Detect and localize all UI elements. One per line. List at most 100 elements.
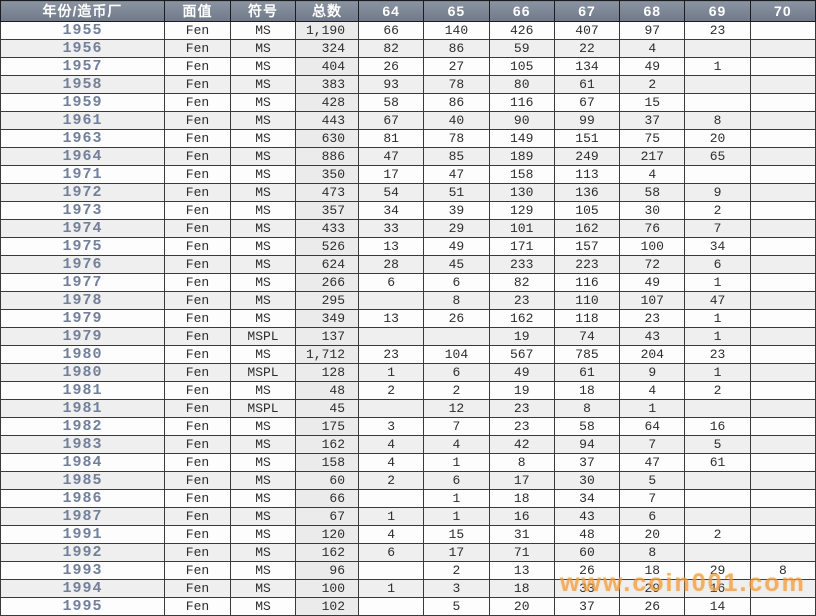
- grade-count-cell: 61: [553, 75, 621, 94]
- grade-count-cell: 78: [423, 129, 490, 148]
- grade-count-cell: [749, 525, 816, 544]
- year-cell[interactable]: 1973: [0, 201, 165, 220]
- grade-count-cell: 107: [619, 291, 686, 310]
- year-cell[interactable]: 1976: [0, 255, 165, 274]
- symbol-cell: MS: [230, 579, 296, 598]
- grade-count-cell: 12: [423, 399, 490, 418]
- grade-count-cell: 58: [553, 417, 621, 436]
- denomination-cell: Fen: [164, 129, 231, 148]
- year-cell[interactable]: 1978: [0, 291, 165, 310]
- symbol-cell: MS: [230, 597, 296, 616]
- year-cell[interactable]: 1956: [0, 39, 165, 58]
- denomination-cell: Fen: [164, 309, 231, 328]
- grade-count-cell: 4: [357, 525, 425, 544]
- year-cell[interactable]: 1957: [0, 57, 165, 76]
- year-cell[interactable]: 1961: [0, 111, 165, 130]
- grade-count-cell: [749, 237, 816, 256]
- denomination-cell: Fen: [164, 21, 231, 40]
- year-cell[interactable]: 1979: [0, 327, 165, 346]
- year-cell[interactable]: 1983: [0, 435, 165, 454]
- grade-count-cell: 42: [488, 435, 555, 454]
- symbol-cell: MS: [230, 93, 296, 112]
- table-row: 1957 Fen MS 404 26 27 105 134 49 1: [0, 57, 816, 76]
- grade-count-cell: 4: [619, 165, 686, 184]
- grade-count-cell: 5: [619, 471, 686, 490]
- table-row: 1975 Fen MS 526 13 49 171 157 100 34: [0, 237, 816, 256]
- year-cell[interactable]: 1981: [0, 381, 165, 400]
- year-cell[interactable]: 1974: [0, 219, 165, 238]
- grade-count-cell: 8: [553, 399, 621, 418]
- year-cell[interactable]: 1981: [0, 399, 165, 418]
- denomination-cell: Fen: [164, 219, 231, 238]
- year-cell[interactable]: 1994: [0, 579, 165, 598]
- grade-count-cell: 19: [488, 327, 555, 346]
- year-cell[interactable]: 1987: [0, 507, 165, 526]
- grade-count-cell: [749, 363, 816, 382]
- total-cell: 162: [295, 543, 359, 562]
- year-cell[interactable]: 1980: [0, 345, 165, 364]
- year-cell[interactable]: 1971: [0, 165, 165, 184]
- grade-count-cell: 4: [357, 453, 425, 472]
- year-cell[interactable]: 1993: [0, 561, 165, 580]
- total-cell: 324: [295, 39, 359, 58]
- grade-count-cell: 33: [357, 219, 425, 238]
- year-cell[interactable]: 1991: [0, 525, 165, 544]
- column-header: 64: [357, 0, 425, 22]
- grade-count-cell: 16: [684, 579, 751, 598]
- grade-count-cell: 74: [553, 327, 621, 346]
- year-cell[interactable]: 1995: [0, 597, 165, 616]
- year-cell[interactable]: 1986: [0, 489, 165, 508]
- grade-count-cell: 3: [423, 579, 490, 598]
- denomination-cell: Fen: [164, 57, 231, 76]
- grade-count-cell: 6: [423, 471, 490, 490]
- grade-count-cell: 7: [619, 435, 686, 454]
- grade-count-cell: 23: [488, 399, 555, 418]
- total-cell: 433: [295, 219, 359, 238]
- denomination-cell: Fen: [164, 399, 231, 418]
- grade-count-cell: 6: [357, 273, 425, 292]
- grade-count-cell: 29: [684, 561, 751, 580]
- year-cell[interactable]: 1982: [0, 417, 165, 436]
- grade-count-cell: 43: [619, 327, 686, 346]
- year-cell[interactable]: 1979: [0, 309, 165, 328]
- table-row: 1972 Fen MS 473 54 51 130 136 58 9: [0, 183, 816, 202]
- grade-count-cell: 2: [684, 381, 751, 400]
- year-cell[interactable]: 1958: [0, 75, 165, 94]
- year-cell[interactable]: 1955: [0, 21, 165, 40]
- year-cell[interactable]: 1964: [0, 147, 165, 166]
- grade-count-cell: 43: [553, 507, 621, 526]
- symbol-cell: MS: [230, 237, 296, 256]
- grade-count-cell: 1: [684, 309, 751, 328]
- grade-count-cell: [357, 399, 425, 418]
- grade-count-cell: 8: [423, 291, 490, 310]
- table-row: 1961 Fen MS 443 67 40 90 99 37 8: [0, 111, 816, 130]
- total-cell: 295: [295, 291, 359, 310]
- grade-count-cell: [684, 39, 751, 58]
- grade-count-cell: [749, 183, 816, 202]
- grade-count-cell: [423, 327, 490, 346]
- year-cell[interactable]: 1959: [0, 93, 165, 112]
- year-cell[interactable]: 1963: [0, 129, 165, 148]
- symbol-cell: MS: [230, 471, 296, 490]
- grade-count-cell: 27: [423, 57, 490, 76]
- grade-count-cell: 140: [423, 21, 490, 40]
- year-cell[interactable]: 1972: [0, 183, 165, 202]
- table-row: 1985 Fen MS 60 2 6 17 30 5: [0, 471, 816, 490]
- denomination-cell: Fen: [164, 273, 231, 292]
- grade-count-cell: 1: [619, 399, 686, 418]
- year-cell[interactable]: 1980: [0, 363, 165, 382]
- grade-count-cell: 149: [488, 129, 555, 148]
- year-cell[interactable]: 1977: [0, 273, 165, 292]
- year-cell[interactable]: 1985: [0, 471, 165, 490]
- table-row: 1987 Fen MS 67 1 1 16 43 6: [0, 507, 816, 526]
- year-cell[interactable]: 1984: [0, 453, 165, 472]
- table-row: 1991 Fen MS 120 4 15 31 48 20 2: [0, 525, 816, 544]
- symbol-cell: MS: [230, 561, 296, 580]
- symbol-cell: MS: [230, 75, 296, 94]
- year-cell[interactable]: 1975: [0, 237, 165, 256]
- year-cell[interactable]: 1992: [0, 543, 165, 562]
- grade-count-cell: 67: [357, 111, 425, 130]
- grade-count-cell: 97: [619, 21, 686, 40]
- grade-count-cell: 1: [423, 507, 490, 526]
- grade-count-cell: 61: [553, 363, 621, 382]
